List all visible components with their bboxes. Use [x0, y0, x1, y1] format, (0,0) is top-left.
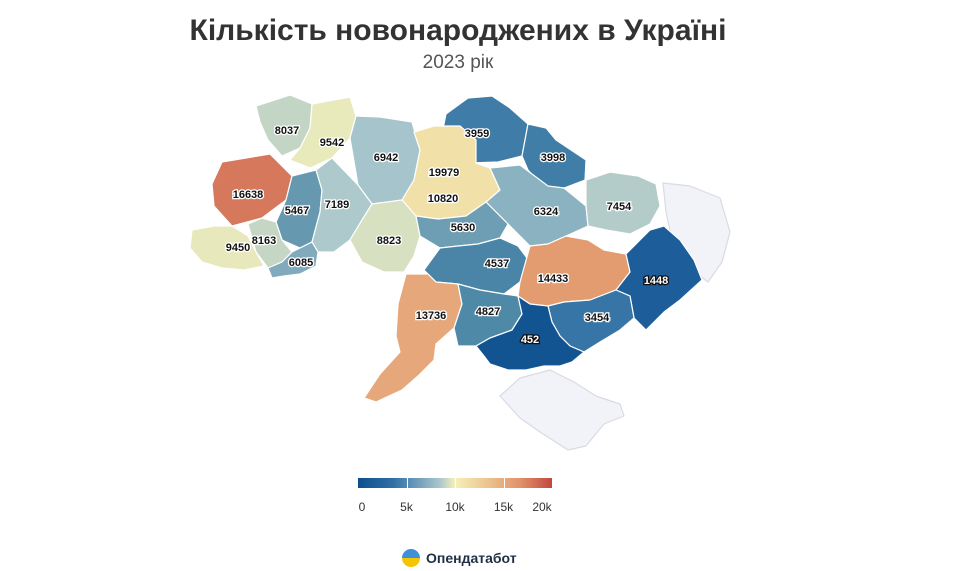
map-title: Кількість новонароджених в Україні — [189, 14, 727, 47]
region-value-label: 6085 — [289, 257, 313, 269]
map-region — [521, 123, 587, 189]
region-value-label: 7454 — [607, 201, 632, 213]
region-value-label: 3959 — [465, 128, 489, 140]
brand-name: Опендатабот — [426, 550, 517, 566]
map-subtitle: 2023 рік — [422, 52, 494, 73]
map-region — [267, 241, 319, 279]
region-value-label: 9450 — [226, 242, 250, 254]
legend-tick — [455, 478, 456, 488]
legend-tick — [406, 478, 408, 488]
region-value-label: 1448 — [644, 275, 668, 287]
region-value-label: 4537 — [485, 258, 509, 270]
region-value-label: 9542 — [320, 137, 344, 149]
region-value-label: 5630 — [451, 222, 475, 234]
region-value-label: 6324 — [534, 206, 559, 218]
region-value-label: 5467 — [285, 205, 309, 217]
region-value-label: 8037 — [275, 125, 299, 137]
region-value-label: 14433 — [538, 273, 569, 285]
region-value-label: 3998 — [541, 152, 565, 164]
map-region — [311, 157, 373, 253]
region-value-label: 13736 — [416, 310, 447, 322]
legend-tick — [503, 478, 505, 488]
region-value-label: 10820 — [428, 193, 459, 205]
legend-tick-label: 0 — [358, 500, 366, 514]
legend-tick-label: 10k — [445, 500, 465, 514]
region-value-label: 4827 — [476, 306, 500, 318]
map-region — [585, 171, 661, 235]
legend-tick-label: 15k — [493, 500, 514, 514]
region-value-label: 452 — [521, 334, 539, 346]
color-legend: 0 5k 10k 15k 20k — [358, 478, 552, 518]
legend-tick-label: 20k — [532, 500, 552, 514]
region-value-label: 6942 — [374, 152, 398, 164]
map-region — [363, 273, 463, 403]
region-value-label: 3454 — [585, 312, 610, 324]
opendatabot-logo-icon — [402, 549, 420, 567]
region-value-label: 7189 — [325, 199, 349, 211]
region-value-label: 16638 — [233, 189, 264, 201]
map-region — [289, 96, 357, 169]
map-region — [475, 295, 585, 371]
region-value-label: 19979 — [429, 167, 460, 179]
region-value-label: 8163 — [252, 235, 276, 247]
legend-tick-label: 5k — [400, 500, 413, 514]
region-value-label: 8823 — [377, 235, 401, 247]
brand: Опендатабот — [402, 548, 517, 568]
map-region — [189, 225, 265, 271]
region-no-data — [499, 369, 625, 451]
region-no-data — [662, 182, 731, 283]
